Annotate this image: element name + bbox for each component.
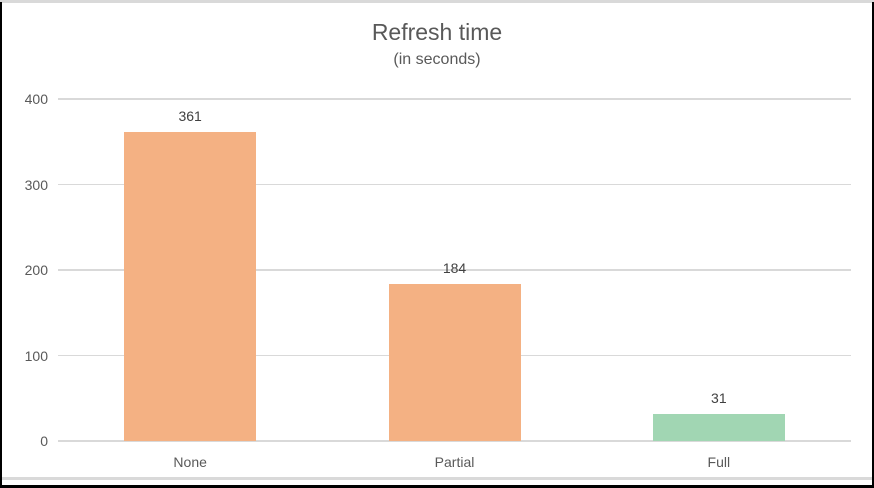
y-axis-tick-label: 100 (24, 347, 48, 364)
y-axis-tick-label: 0 (40, 433, 48, 449)
gridline (58, 98, 851, 100)
bar-value-label: 361 (178, 108, 202, 125)
gridline (58, 269, 851, 271)
window-left-edge (0, 2, 2, 488)
chart-subtitle: (in seconds) (393, 51, 481, 68)
bar-full (652, 414, 785, 441)
bar-value-label: 31 (711, 390, 727, 407)
bar-value-label: 184 (442, 259, 467, 276)
bar-partial (388, 283, 521, 441)
y-axis-tick-label: 200 (24, 262, 48, 278)
chart-title: Refresh time (371, 19, 503, 45)
window-top-edge (0, 0, 874, 3)
window-right-edge (872, 2, 874, 488)
gridline (58, 440, 851, 442)
gridline (58, 183, 851, 186)
y-axis-tick-label: 400 (24, 91, 48, 107)
window-bottom-edge (0, 485, 874, 488)
y-axis-tick-label: 300 (24, 176, 48, 193)
x-axis-category-label: Full (707, 454, 731, 470)
x-axis-category-label: Partial (434, 454, 475, 470)
window-bottom-divider (2, 477, 872, 480)
bar-none (124, 132, 257, 441)
x-axis-category-label: None (173, 454, 207, 470)
